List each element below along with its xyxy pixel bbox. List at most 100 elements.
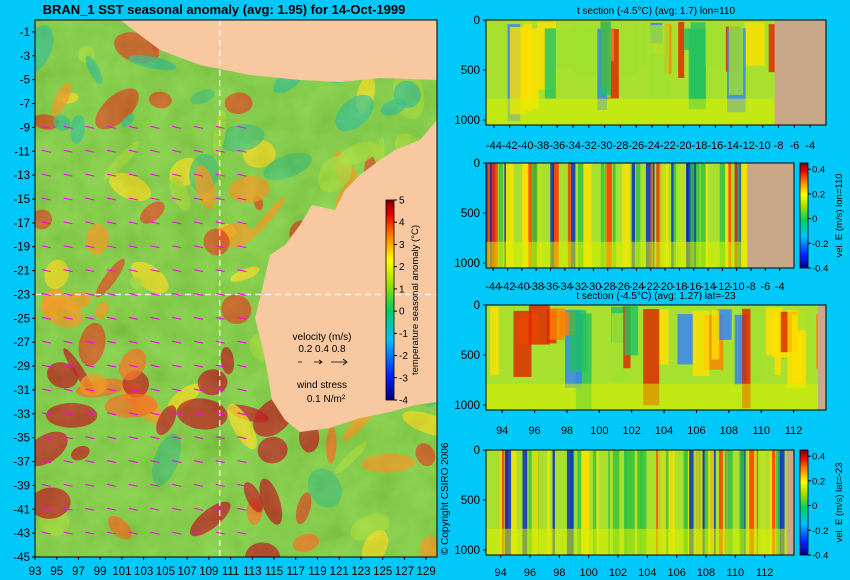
section-x-tick-label: -44 <box>485 281 501 293</box>
section-streak <box>737 163 740 268</box>
vector-arrow <box>85 459 95 464</box>
section-streak <box>664 163 669 268</box>
section-streak <box>567 163 571 268</box>
map-title: BRAN_1 SST seasonal anomaly (avg: 1.95) … <box>43 2 406 17</box>
vector-arrow <box>193 173 204 177</box>
section-streak <box>632 450 638 555</box>
section-y-tick-label: 0 <box>474 158 480 170</box>
vector-arrow <box>63 436 73 440</box>
section-field <box>486 450 794 555</box>
vector-arrow <box>237 221 247 225</box>
section-x-tick-label: -24 <box>644 140 660 152</box>
section-streak <box>523 23 533 111</box>
section-streak <box>750 306 763 382</box>
vector-arrow <box>150 412 160 416</box>
vector-arrow <box>106 149 117 153</box>
section-title: t section (-4.5°C) (avg: 1.27) lat=-23 <box>576 291 736 302</box>
section-streak <box>504 163 506 268</box>
section-streak <box>771 450 776 555</box>
section-streak <box>552 450 555 555</box>
vector-arrow <box>150 292 160 297</box>
vector-arrow <box>63 173 73 177</box>
vector-arrow <box>150 173 160 177</box>
vector-arrow <box>128 531 138 535</box>
section-colorbar-label: vel. E (m/s) lon=110 <box>834 173 845 257</box>
section-x-tick-label: -22 <box>660 140 676 152</box>
section-streak <box>643 309 660 406</box>
section-streak <box>629 450 635 555</box>
vector-arrow <box>237 364 247 368</box>
section-y-tick-label: 0 <box>474 300 480 312</box>
section-streak <box>513 310 532 377</box>
section-streak <box>568 310 587 372</box>
section-streak <box>704 450 710 555</box>
section-x-tick-label: 94 <box>495 567 507 579</box>
section-y-tick-label: 0 <box>474 445 480 457</box>
section-x-tick-label: -8 <box>746 281 756 293</box>
vector-arrow <box>85 269 95 273</box>
vector-arrow <box>150 269 160 273</box>
section-streak <box>741 163 748 268</box>
vector-arrow <box>85 292 95 297</box>
vector-arrow <box>85 388 95 392</box>
section-y-tick-label: 1000 <box>454 258 480 270</box>
section-streak <box>716 309 732 340</box>
section-x-tick-label: 112 <box>756 567 774 579</box>
map-y-tick-label: -19 <box>13 242 30 254</box>
section-x-tick-label: 100 <box>579 567 597 579</box>
vector-arrow <box>172 269 182 273</box>
vector-arrow <box>41 388 51 392</box>
vector-arrow <box>106 221 117 225</box>
section-x-tick-label: -32 <box>571 281 587 293</box>
vector-arrow <box>63 269 73 273</box>
section-streak <box>744 22 765 66</box>
section-streak <box>797 308 812 331</box>
section-streak <box>522 450 528 555</box>
section-streak <box>692 310 710 376</box>
map-y-tick-label: -7 <box>20 99 30 111</box>
vector-arrow <box>85 149 95 153</box>
vector-arrow <box>215 316 225 320</box>
section-streak <box>556 29 576 68</box>
section-streak <box>776 450 778 555</box>
vector-arrow <box>85 412 95 416</box>
vector-arrow <box>215 436 225 440</box>
map-x-tick-label: 109 <box>199 566 218 578</box>
map-x-tick-label: 117 <box>287 566 305 578</box>
section-streak <box>658 309 669 365</box>
vector-arrow <box>106 292 117 297</box>
map-y-tick-label: -15 <box>13 194 30 206</box>
vector-arrow <box>106 340 117 344</box>
vector-arrow <box>106 173 117 177</box>
section-streak <box>742 308 751 409</box>
section-field <box>486 163 794 268</box>
section-frame <box>485 304 827 411</box>
vector-arrow <box>41 436 51 440</box>
vector-arrow <box>106 483 117 487</box>
section-x-tick-label: 94 <box>496 425 508 437</box>
vector-arrow <box>128 197 138 201</box>
vector-arrow <box>63 483 73 487</box>
section-streak <box>508 163 514 268</box>
section-x-tick-label: 108 <box>720 425 738 437</box>
section-streak <box>751 450 758 555</box>
section-x-tick-label: 100 <box>590 425 608 437</box>
vector-arrow <box>128 507 138 511</box>
section-y-tick-label: 500 <box>461 65 480 77</box>
section-streak <box>774 311 782 375</box>
section-streak <box>536 163 542 268</box>
section-streak <box>768 24 778 73</box>
map-x-tick-label: 107 <box>178 566 197 578</box>
map-x-tick-label: 103 <box>134 566 153 578</box>
vector-arrow <box>150 364 160 368</box>
vector-arrow <box>128 173 138 177</box>
vector-arrow <box>193 245 204 249</box>
section-x-tick-label: 98 <box>553 567 565 579</box>
section-streak <box>779 450 785 555</box>
section-streak <box>511 450 517 555</box>
vector-arrow <box>172 125 182 129</box>
map-colorbar-gradient <box>385 199 395 401</box>
vector-arrow <box>41 221 51 225</box>
vector-arrow <box>237 197 247 201</box>
section-deep-layer <box>486 528 794 555</box>
